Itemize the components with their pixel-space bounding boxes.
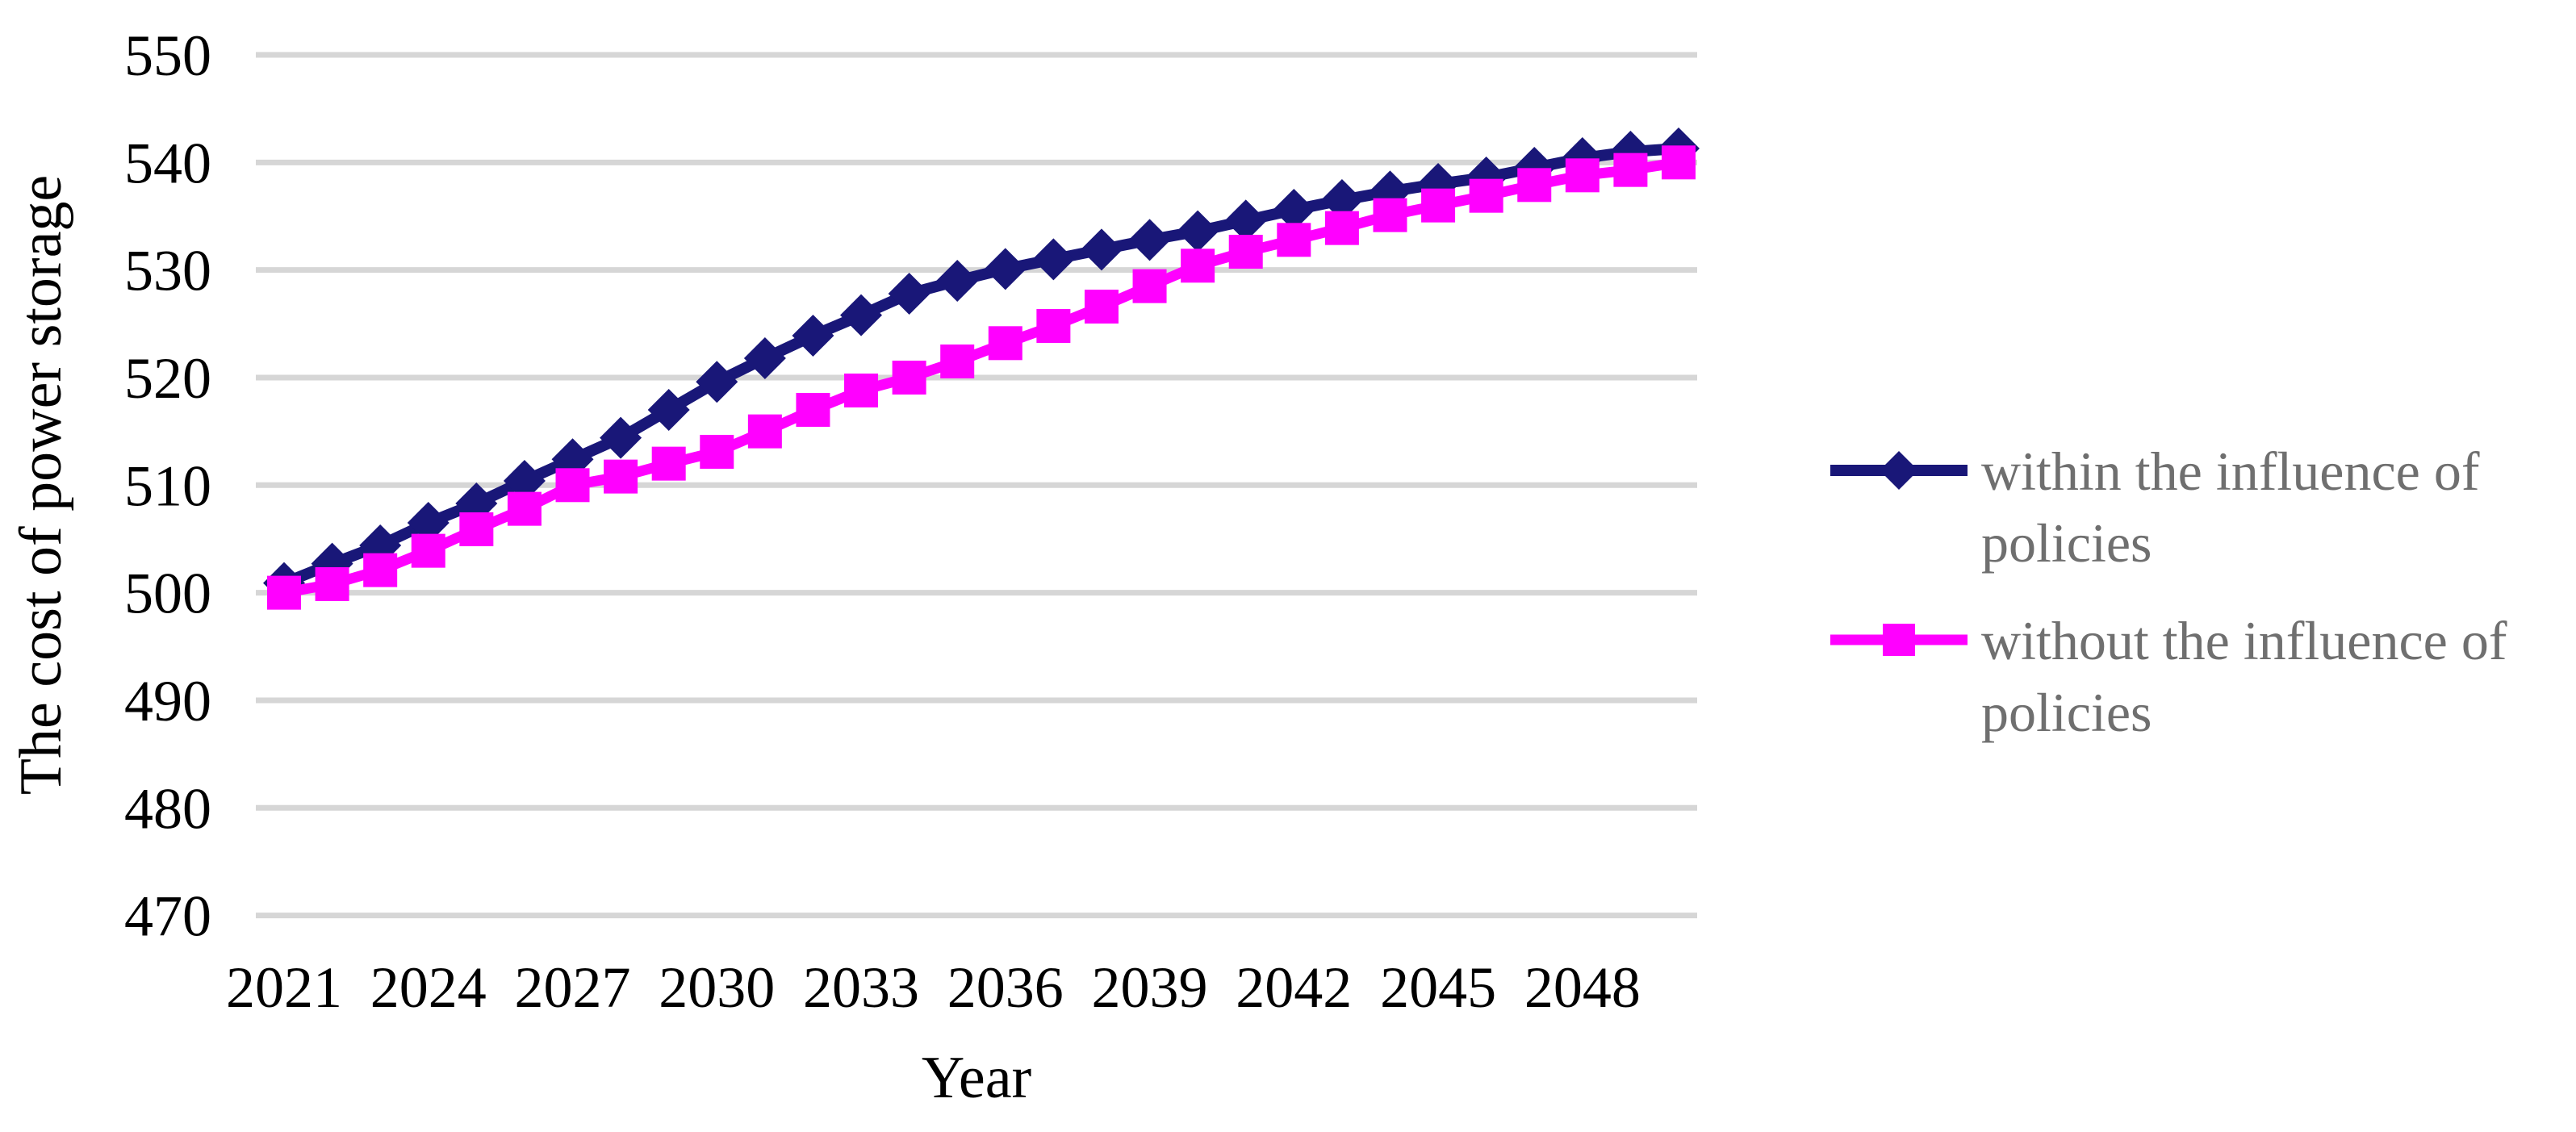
data-point-diamond [840,294,883,336]
data-point-square [1181,249,1215,283]
data-point-diamond [600,416,642,459]
data-point-square [1277,223,1311,257]
data-point-square [747,414,782,449]
x-tick-label: 2048 [1524,955,1641,1020]
x-tick-label: 2039 [1092,955,1208,1020]
x-tick-label: 2036 [947,955,1064,1020]
data-point-square [651,446,686,481]
data-point-diamond [1177,210,1219,253]
data-point-square [892,360,926,395]
data-point-diamond [1224,199,1267,242]
data-point-diamond [503,459,546,502]
data-point-square [1565,158,1600,193]
data-point-square [796,392,830,427]
y-axis-title: The cost of power storage [8,175,74,796]
legend-diamond-marker [1880,451,1918,490]
data-point-diamond [1128,219,1171,261]
data-point-diamond [1032,238,1075,281]
data-point-diamond [936,259,979,302]
data-point-diamond [888,272,930,315]
data-point-square [700,434,734,469]
data-point-square [363,553,398,587]
data-point-diamond [743,336,786,379]
y-tick-label: 540 [124,131,211,195]
y-tick-label: 500 [124,562,211,626]
data-point-diamond [407,501,450,544]
legend-square-marker [1883,624,1915,656]
data-point-square [604,459,638,494]
data-point-square [844,373,879,407]
data-point-square [988,326,1022,361]
x-tick-label: 2042 [1236,955,1352,1020]
y-tick-label: 530 [124,239,211,303]
data-point-square [411,533,445,568]
data-point-diamond [1080,228,1123,271]
data-point-square [940,344,975,378]
data-point-square [1662,145,1696,180]
gridlines [256,52,1697,919]
data-point-square [1517,168,1552,203]
x-tick-label: 2030 [659,955,775,1020]
y-tick-label: 520 [124,346,211,411]
data-point-square [1084,289,1119,324]
data-point-diamond [1320,178,1363,221]
series-layer [263,127,1700,610]
y-tick-label: 550 [124,23,211,88]
x-axis-title: Year [922,1045,1031,1111]
legend-item-within-policies: within the influence of policies [1830,441,2493,574]
legend: within the influence of policies without… [1830,441,2520,743]
y-tick-label: 510 [124,453,211,518]
legend-label-within: within the influence of policies [1981,441,2493,574]
data-point-diamond [1273,188,1315,231]
x-tick-label: 2033 [803,955,919,1020]
data-point-diamond [647,388,690,431]
data-point-square [507,491,542,526]
data-point-square [1613,152,1648,187]
legend-item-without-policies: without the influence of policies [1830,610,2520,743]
y-tick-label: 470 [124,884,211,949]
x-axis-tick-labels: 2021 2024 2027 2030 2033 2036 2039 2042 2045 2048 [226,955,1641,1020]
data-point-square [267,575,301,610]
data-point-square [315,566,349,601]
legend-label-without: without the influence of policies [1981,610,2520,743]
data-point-square [1228,234,1263,269]
y-tick-label: 490 [124,669,211,733]
data-point-square [555,468,590,503]
data-point-square [1132,269,1167,303]
x-tick-label: 2027 [515,955,631,1020]
data-point-square [1421,188,1456,223]
x-tick-label: 2045 [1380,955,1496,1020]
data-point-square [1373,198,1407,232]
y-tick-label: 480 [124,776,211,841]
data-point-square [1469,178,1503,213]
x-tick-label: 2024 [370,955,487,1020]
data-point-square [1324,211,1359,245]
x-tick-label: 2021 [226,955,342,1020]
data-point-square [1036,308,1071,343]
data-point-diamond [984,248,1027,290]
data-point-diamond [696,361,738,403]
data-point-square [459,512,494,546]
data-point-diamond [792,314,834,357]
y-axis-tick-labels: 550 540 530 520 510 500 490 480 470 [124,23,211,949]
